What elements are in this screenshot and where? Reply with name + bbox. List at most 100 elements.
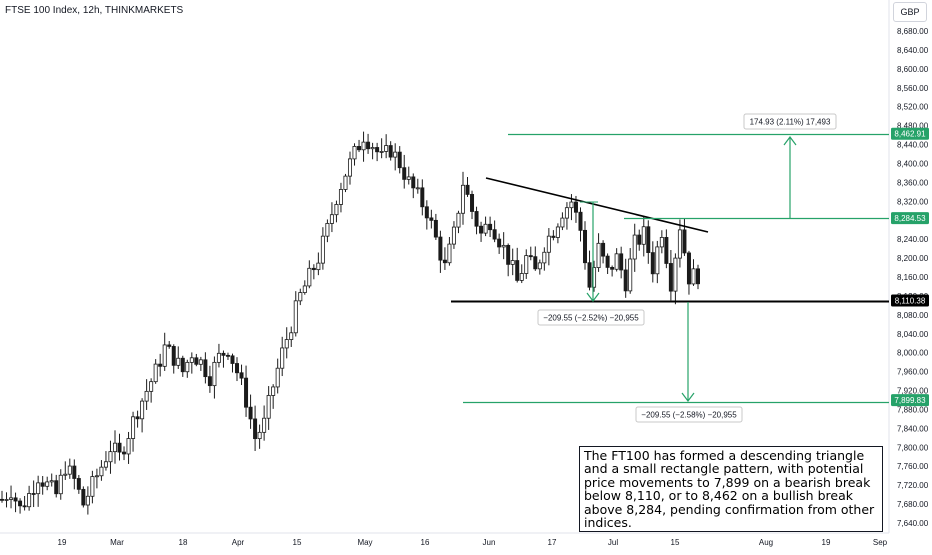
candle — [366, 133, 371, 154]
x-tick-label: 15 — [671, 538, 680, 547]
candle — [289, 326, 294, 347]
candle — [515, 247, 520, 283]
candle — [307, 260, 312, 289]
candle — [189, 352, 194, 374]
analysis-note: The FT100 has formed a descending triang… — [579, 446, 883, 533]
candle — [167, 341, 172, 349]
pattern-height-arrow-head — [586, 292, 600, 302]
measure-label-pattern: −209.55 (−2.52%) −20,955 — [537, 309, 645, 326]
y-tick-label: 8,520.00 — [897, 103, 929, 112]
y-tick-label: 8,440.00 — [897, 141, 929, 150]
candles-layer — [0, 131, 701, 515]
y-tick-label: 7,960.00 — [897, 368, 929, 377]
candle — [456, 210, 461, 234]
candle — [144, 379, 149, 410]
y-tick-label: 7,760.00 — [897, 462, 929, 471]
y-tick-label: 7,640.00 — [897, 519, 929, 528]
candle — [140, 398, 145, 433]
candle — [343, 173, 348, 193]
candle — [497, 233, 502, 254]
candle — [103, 451, 108, 471]
price-axis[interactable]: 8,680.00 8,640.00 8,600.00 8,560.00 8,520.00… — [897, 27, 929, 528]
candle — [501, 232, 506, 260]
candle — [537, 259, 542, 275]
y-tick-label: 8,600.00 — [897, 65, 929, 74]
candle — [131, 411, 136, 452]
candle — [22, 495, 27, 511]
candle — [524, 249, 529, 279]
candle — [460, 171, 465, 225]
candle — [402, 154, 407, 189]
y-tick-label: 8,200.00 — [897, 254, 929, 263]
y-tick-label: 8,000.00 — [897, 349, 929, 358]
candle — [506, 243, 511, 277]
candle — [686, 250, 691, 295]
price-label-badge — [891, 127, 929, 140]
candle — [311, 264, 316, 280]
y-tick-label: 8,240.00 — [897, 235, 929, 244]
candle — [244, 365, 249, 417]
x-tick-label: 19 — [58, 538, 67, 547]
x-tick-label: 18 — [179, 538, 188, 547]
y-tick-label: 8,160.00 — [897, 273, 929, 282]
candle — [135, 410, 140, 428]
candle — [81, 486, 86, 508]
candle — [601, 240, 606, 264]
candle — [63, 461, 68, 480]
price-label-badge — [891, 294, 929, 307]
y-tick-label: 7,680.00 — [897, 500, 929, 509]
candle — [198, 356, 203, 371]
candle — [379, 138, 384, 159]
candle — [253, 405, 258, 452]
price-label-text: 8,462.91 — [894, 130, 926, 139]
candle — [248, 394, 253, 429]
candle — [284, 327, 289, 359]
price-label-text: 7,899.83 — [894, 396, 926, 405]
candle — [275, 358, 280, 394]
candle — [325, 219, 330, 243]
candle — [235, 357, 240, 382]
y-tick-label: 8,360.00 — [897, 178, 929, 187]
candle — [479, 221, 484, 242]
candle — [384, 134, 389, 159]
candle — [583, 221, 588, 270]
candle — [646, 220, 651, 264]
candle — [415, 178, 420, 194]
y-tick-label: 7,920.00 — [897, 387, 929, 396]
candle — [451, 221, 456, 249]
candle — [262, 405, 267, 441]
candle — [465, 177, 470, 197]
candle — [542, 247, 547, 271]
candle — [302, 280, 307, 295]
candle — [628, 248, 633, 294]
candle — [470, 190, 475, 220]
x-tick-label: 15 — [293, 538, 302, 547]
candle — [18, 498, 23, 514]
candle — [225, 352, 230, 360]
x-tick-label: May — [357, 538, 372, 547]
candle — [605, 253, 610, 274]
x-tick-label: Jul — [608, 538, 618, 547]
time-axis[interactable]: 19 Mar 18 Apr 15 May 16 Jun 17 Jul 15 Aug 19 Sep — [58, 538, 888, 547]
candle — [316, 252, 321, 276]
descending-trendline[interactable] — [485, 177, 709, 233]
candle — [40, 476, 45, 495]
y-tick-label: 8,640.00 — [897, 46, 929, 55]
candle — [85, 486, 90, 515]
currency-button[interactable]: GBP — [893, 2, 927, 22]
y-tick-label: 7,720.00 — [897, 481, 929, 490]
candle — [564, 202, 569, 230]
candle — [185, 359, 190, 378]
x-tick-label: Jun — [483, 538, 496, 547]
candle — [637, 229, 642, 251]
x-tick-label: Sep — [873, 538, 888, 547]
candle — [0, 490, 4, 503]
candle — [212, 356, 217, 399]
candle — [555, 223, 560, 244]
candle — [546, 228, 551, 266]
candle — [488, 216, 493, 238]
candle — [94, 468, 99, 489]
candle — [36, 475, 41, 507]
candle — [45, 476, 50, 491]
